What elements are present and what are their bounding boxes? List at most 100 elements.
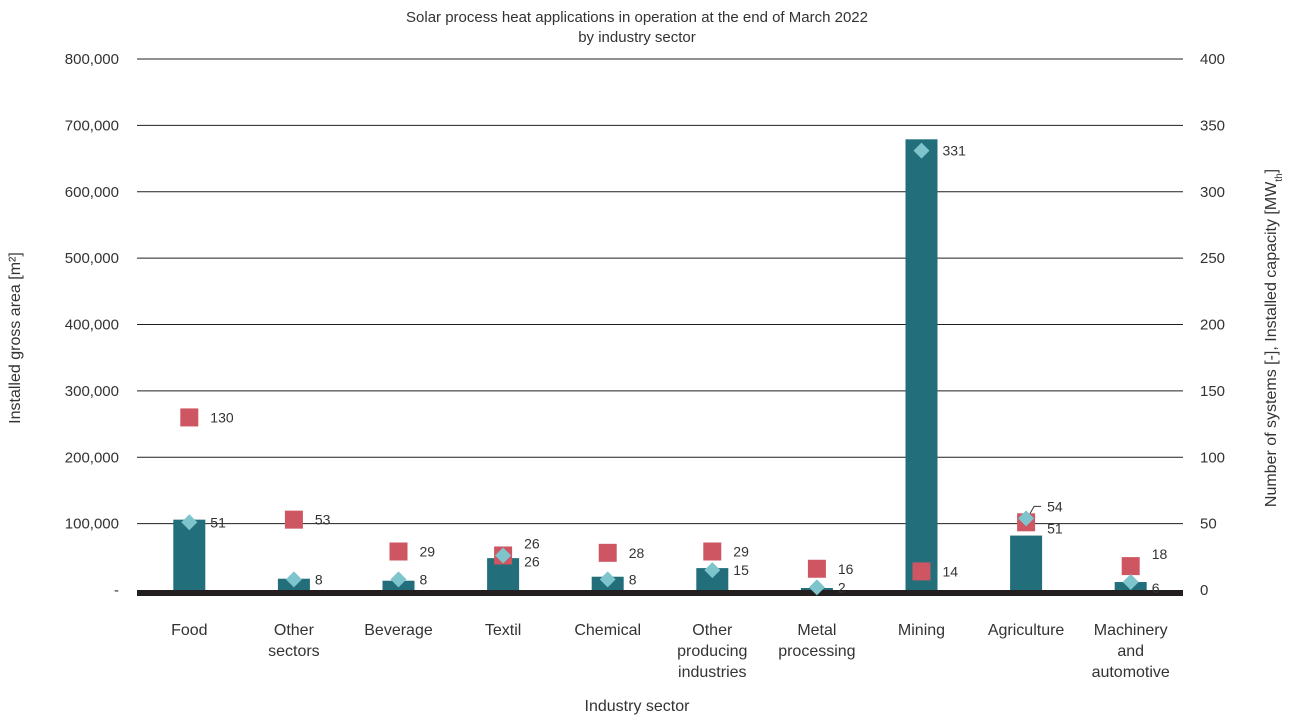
diamond-marker <box>704 562 721 579</box>
diamond-value-label: 54 <box>1047 498 1063 514</box>
bar <box>173 519 206 590</box>
y-tick-label: 400,000 <box>65 317 119 334</box>
category-label-line: Textil <box>485 622 521 639</box>
left-axis-ticks: - 100,000 200,000 300,000 400,000 500,000 600,… <box>65 51 119 599</box>
diamond-marker <box>390 571 407 588</box>
diamond-value-label: 51 <box>210 514 226 530</box>
category-label: Beverage <box>364 622 433 639</box>
category-label-line: Mining <box>898 622 945 639</box>
bar <box>696 568 729 590</box>
diamond-value-label: 26 <box>524 553 540 569</box>
category-label-line: sectors <box>268 643 320 660</box>
diamond-value-label: 15 <box>733 562 749 578</box>
y2-axis-title: Number of systems [-], Installed capacit… <box>1263 169 1285 507</box>
data-labels: 130 51 53 8 29 8 26 26 28 8 29 15 16 2 14 331 51 54 18 6 <box>210 143 1167 596</box>
diamond-value-label: 8 <box>420 571 428 587</box>
category-label-line: processing <box>778 643 855 660</box>
category-label-line: industries <box>678 664 746 681</box>
square-marker <box>703 542 722 561</box>
category-label-line: automotive <box>1092 664 1170 681</box>
category-label-line: and <box>1117 643 1144 660</box>
diamond-value-label: 6 <box>1152 580 1160 596</box>
square-marker <box>912 562 931 581</box>
square-marker <box>1121 557 1140 576</box>
y-tick-label: - <box>114 582 119 599</box>
right-axis-ticks: 0 50 100 150 200 250 300 350 400 <box>1200 51 1225 599</box>
square-value-label: 28 <box>629 545 645 561</box>
y2-tick-label: 0 <box>1200 582 1208 599</box>
y-tick-label: 800,000 <box>65 51 119 68</box>
square-marker <box>807 559 826 578</box>
square-marker <box>389 542 408 561</box>
diamond-marker <box>495 547 512 564</box>
diamond-marker <box>1018 510 1035 527</box>
bar <box>905 139 938 590</box>
square-marker <box>180 408 199 427</box>
y2-tick-label: 250 <box>1200 250 1225 267</box>
diamond-value-label: 8 <box>315 571 323 587</box>
y-tick-label: 500,000 <box>65 250 119 267</box>
diamond-marker <box>913 142 930 159</box>
square-value-label: 26 <box>524 535 540 551</box>
square-marker <box>284 510 303 529</box>
square-value-label: 29 <box>420 544 436 560</box>
y-axis-title: Installed gross area [m²] <box>7 252 24 424</box>
x-axis-title: Industry sector <box>585 698 691 715</box>
category-label: Food <box>171 622 207 639</box>
square-value-label: 51 <box>1047 520 1063 536</box>
square-value-label: 18 <box>1152 546 1168 562</box>
category-label-line: Machinery <box>1094 622 1168 639</box>
category-label-line: Chemical <box>574 622 641 639</box>
category-label: Metal processing <box>778 622 855 660</box>
y2-tick-label: 400 <box>1200 51 1225 68</box>
y-tick-label: 300,000 <box>65 383 119 400</box>
square-value-label: 14 <box>943 563 959 579</box>
leader-line <box>1029 505 1042 514</box>
category-label-line: Agriculture <box>988 622 1065 639</box>
y2-axis-title-end: ] <box>1263 169 1280 173</box>
chart-title-line-2: by industry sector <box>578 29 696 46</box>
category-label: Machinery and automotive <box>1092 622 1170 681</box>
diamond-marker <box>1122 574 1139 591</box>
y2-axis-title-subscript: th <box>1274 173 1285 181</box>
category-label-line: Other <box>274 622 315 639</box>
y-tick-label: 100,000 <box>65 516 119 533</box>
square-value-label: 130 <box>210 409 234 425</box>
square-value-label: 53 <box>315 512 331 528</box>
category-label-line: Other <box>692 622 733 639</box>
square-value-label: 16 <box>838 561 854 577</box>
category-label: Other producing industries <box>677 622 747 681</box>
y2-axis-title-main: Number of systems [-], Installed capacit… <box>1263 181 1280 507</box>
y2-tick-label: 350 <box>1200 117 1225 134</box>
category-label: Textil <box>485 622 521 639</box>
diamond-marker <box>285 571 302 588</box>
y2-tick-label: 100 <box>1200 449 1225 466</box>
diamond-value-label: 2 <box>838 579 846 595</box>
category-label-line: Food <box>171 622 207 639</box>
diamond-marker <box>181 514 198 531</box>
category-label: Agriculture <box>988 622 1065 639</box>
square-value-label: 29 <box>733 544 749 560</box>
diamond-value-label: 8 <box>629 571 637 587</box>
square-marker <box>598 543 617 562</box>
y2-tick-label: 50 <box>1200 516 1217 533</box>
category-label: Mining <box>898 622 945 639</box>
y-tick-label: 600,000 <box>65 184 119 201</box>
category-label-line: Metal <box>797 622 836 639</box>
category-label-line: Beverage <box>364 622 433 639</box>
category-label-line: producing <box>677 643 747 660</box>
category-labels: Food Other sectors Beverage Textil Chemical Ot… <box>171 622 1170 681</box>
y2-tick-label: 150 <box>1200 383 1225 400</box>
y-tick-label: 200,000 <box>65 449 119 466</box>
gridlines <box>137 58 1183 525</box>
category-label: Other sectors <box>268 622 320 660</box>
y2-tick-label: 300 <box>1200 184 1225 201</box>
bar <box>1010 535 1043 590</box>
chart-title-line-1: Solar process heat applications in opera… <box>406 9 868 26</box>
y2-tick-label: 200 <box>1200 317 1225 334</box>
diamond-marker <box>808 579 825 596</box>
category-label: Chemical <box>574 622 641 639</box>
leader-lines <box>1029 505 1042 514</box>
square-marker-series <box>180 408 1140 581</box>
